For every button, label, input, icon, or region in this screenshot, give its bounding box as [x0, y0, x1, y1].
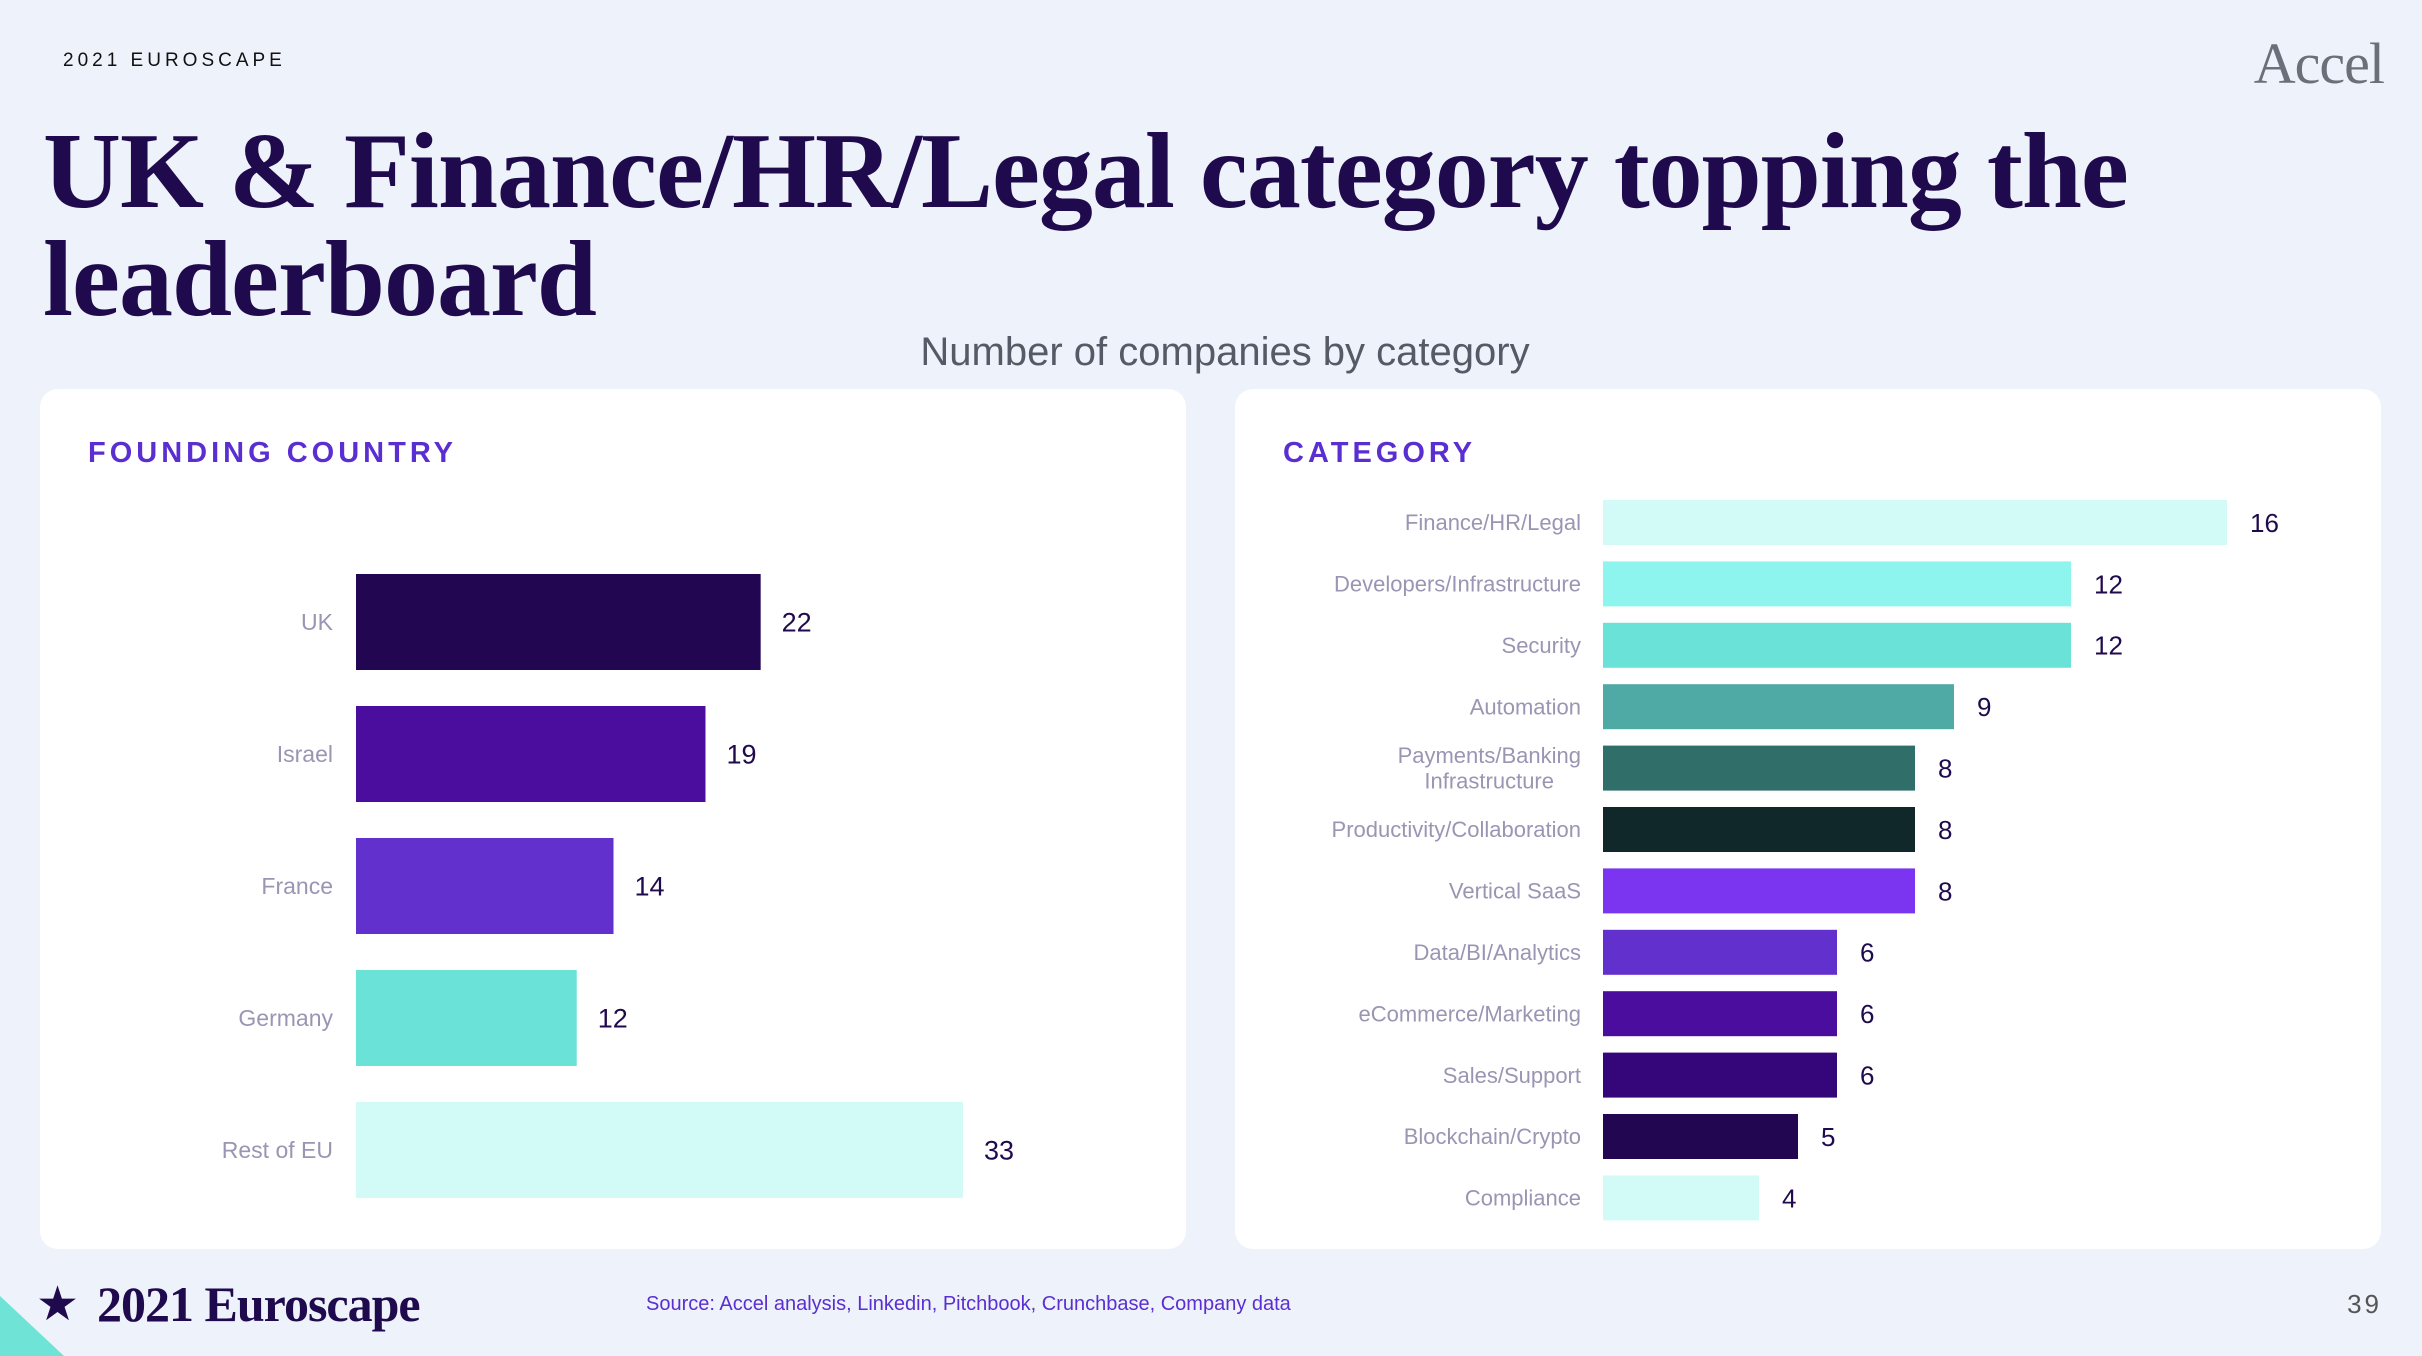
value-label: 14 [635, 872, 665, 902]
bar-blockchain-crypto [1603, 1114, 1798, 1159]
category-label: Automation [1470, 694, 1581, 719]
category-label: Rest of EU [222, 1137, 333, 1163]
footer-brand: 2021 Euroscape [97, 1276, 421, 1332]
category-label: eCommerce/Marketing [1358, 1001, 1581, 1026]
value-label: 19 [726, 740, 756, 770]
value-label: 12 [2094, 569, 2123, 599]
value-label: 9 [1977, 692, 1991, 722]
value-label: 5 [1821, 1122, 1835, 1152]
bar-payments-banking-infrastructure [1603, 745, 1915, 791]
category-label: UK [301, 609, 334, 635]
category-label: Vertical SaaS [1449, 879, 1581, 904]
value-label: 8 [1938, 876, 1952, 906]
category-label: Developers/Infrastructure [1334, 572, 1581, 597]
bar-germany [356, 970, 577, 1066]
bar-vertical-saas [1603, 868, 1915, 914]
value-label: 16 [2250, 508, 2279, 538]
page-title: UK & Finance/HR/Legal category topping t… [43, 112, 2129, 339]
value-label: 12 [598, 1004, 628, 1034]
bar-france [356, 838, 614, 934]
category-panel: CATEGORY Finance/HR/Legal 16 Developers/In… [1235, 389, 2381, 1249]
bar-ecommerce-marketing [1603, 991, 1837, 1037]
bar-developers-infrastructure [1603, 561, 2071, 607]
category-label: Productivity/Collaboration [1332, 817, 1581, 842]
bar-sales-support [1603, 1052, 1837, 1098]
category-label: Compliance [1465, 1186, 1581, 1211]
page-number: 39 [2347, 1289, 2382, 1319]
bar-finance-hr-legal [1603, 500, 2227, 545]
category-label: Payments/Banking Infrastructure [1398, 743, 1581, 793]
category-chart: Finance/HR/Legal 16 Developers/Infrastruct… [1332, 500, 2279, 1221]
chart-subtitle: Number of companies by category [920, 330, 1530, 374]
value-label: 12 [2094, 631, 2123, 661]
bar-security [1603, 622, 2071, 668]
founding-country-chart: UK 22 Israel 19 France 14 Germany 12 Rest of EU 3… [222, 574, 1014, 1198]
value-label: 6 [1860, 999, 1874, 1029]
category-title: CATEGORY [1283, 437, 1477, 469]
accel-logo: Accel [2253, 31, 2385, 96]
value-label: 33 [984, 1136, 1014, 1166]
founding-country-panel: FOUNDING COUNTRY UK 22 Israel 19 France 14 Ger… [40, 389, 1186, 1249]
category-label: Security [1502, 633, 1581, 658]
value-label: 6 [1860, 1060, 1874, 1090]
value-label: 6 [1860, 938, 1874, 968]
bar-uk [356, 574, 761, 670]
category-label: Israel [277, 741, 333, 767]
category-label: Sales/Support [1443, 1063, 1581, 1088]
value-label: 4 [1782, 1183, 1796, 1213]
star-icon: ★ [36, 1278, 80, 1331]
bar-compliance [1603, 1175, 1759, 1221]
bar-automation [1603, 684, 1954, 730]
bar-productivity-collaboration [1603, 807, 1915, 852]
report-eyebrow: 2021 EUROSCAPE [63, 50, 286, 71]
category-label: Germany [238, 1005, 333, 1031]
category-label: Data/BI/Analytics [1413, 940, 1581, 965]
value-label: 8 [1938, 753, 1952, 783]
category-label: Finance/HR/Legal [1405, 510, 1581, 535]
founding-country-title: FOUNDING COUNTRY [88, 437, 458, 469]
bar-rest-of-eu [356, 1102, 963, 1198]
bar-israel [356, 706, 706, 802]
value-label: 22 [782, 608, 812, 638]
bar-data-bi-analytics [1603, 929, 1837, 975]
corner-accent-shape [0, 1296, 64, 1356]
category-label: Blockchain/Crypto [1404, 1124, 1581, 1149]
source-note: Source: Accel analysis, Linkedin, Pitchb… [646, 1293, 1291, 1315]
category-label: France [261, 873, 333, 899]
value-label: 8 [1938, 815, 1952, 845]
